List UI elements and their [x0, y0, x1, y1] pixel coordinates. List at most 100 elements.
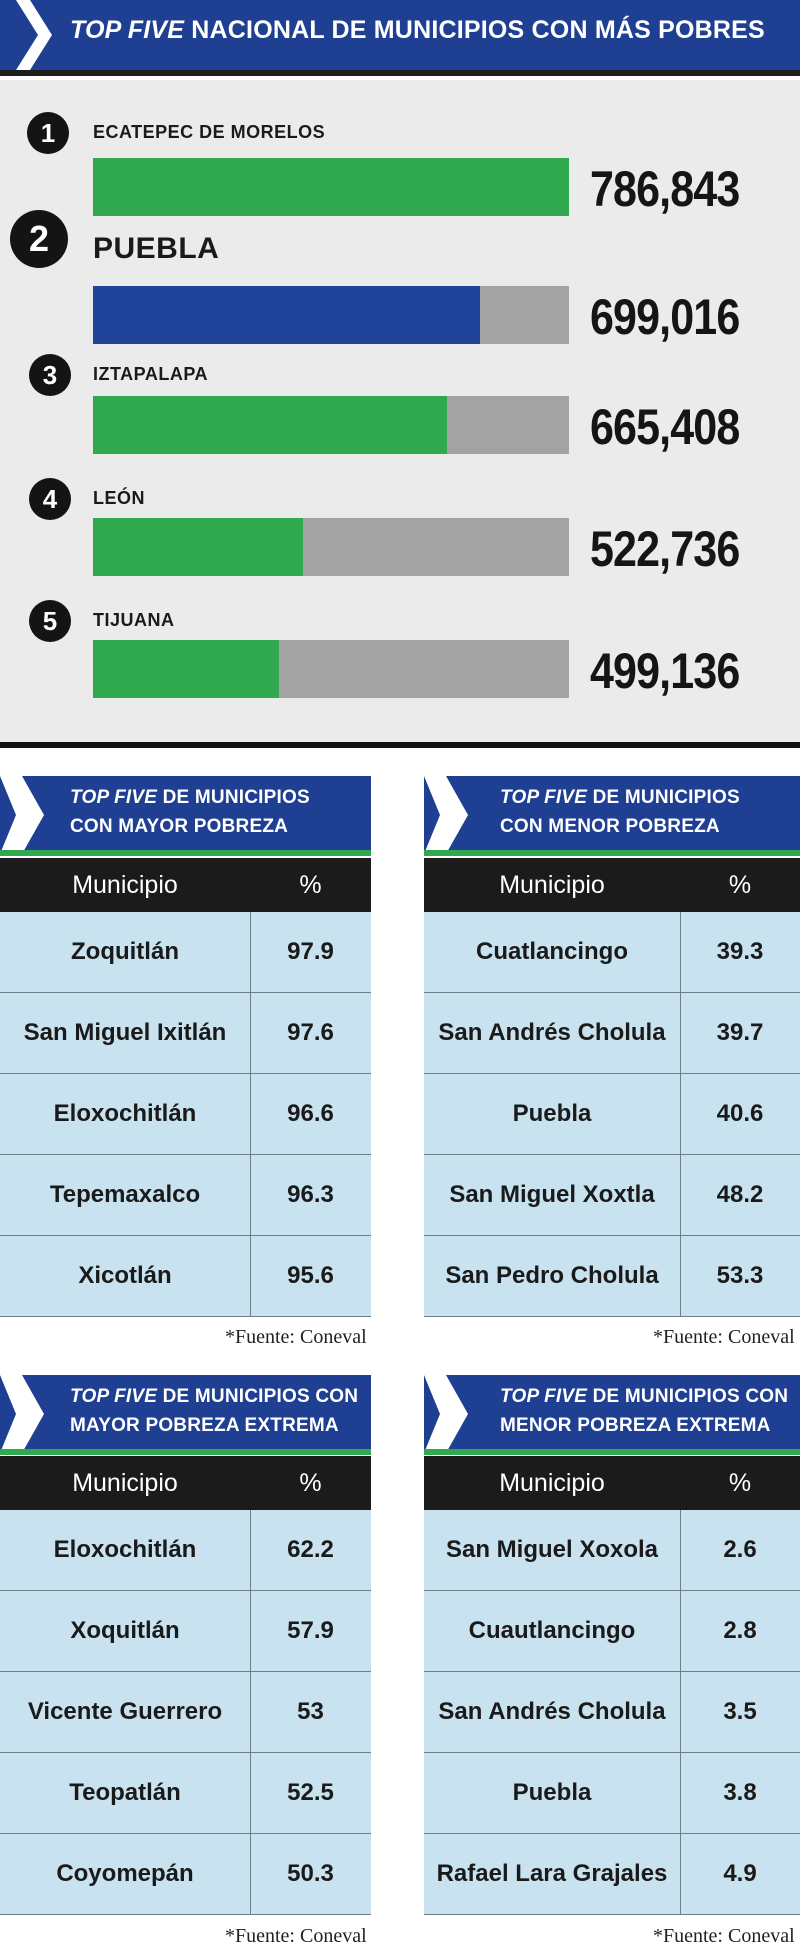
table-row: Cuatlancingo 39.3 [424, 912, 800, 993]
main-header-accent [0, 70, 800, 76]
main-header: TOP FIVE NACIONAL DE MUNICIPIOS CON MÁS … [0, 0, 800, 70]
mayor-title-rest: DE MUNICIPIOS [162, 787, 310, 808]
chevron-right-icon [0, 0, 52, 70]
column-divider [250, 993, 251, 1073]
column-header-percent: % [728, 1469, 752, 1497]
column-divider [250, 1834, 251, 1914]
municipality-name: TIJUANA [93, 610, 175, 630]
mayor-extrema-title-rest: DE MUNICIPIOS CON [162, 1386, 359, 1407]
cell-municipio: Xoquitlán [70, 1617, 180, 1644]
cell-percent: 96.3 [287, 1181, 334, 1208]
menor-title-line2: CON MENOR POBREZA [500, 816, 720, 837]
column-divider [680, 1672, 681, 1752]
cell-municipio: Tepemaxalco [49, 1181, 201, 1208]
source-note: *Fuente: Coneval [225, 1326, 367, 1348]
cell-municipio: Zoquitlán [71, 938, 179, 965]
bar-track [93, 518, 569, 576]
cell-municipio: San Miguel Xoxtla [449, 1181, 655, 1208]
mayor-extrema-header: TOP FIVE DE MUNICIPIOS CON MAYOR POBREZA… [0, 1375, 371, 1453]
bar-track [93, 158, 569, 216]
menor-header-accent [424, 850, 800, 856]
bar-track [93, 640, 569, 698]
cell-percent: 39.3 [716, 938, 764, 965]
municipality-name: PUEBLA [93, 232, 220, 265]
column-divider [250, 1753, 251, 1833]
mayor-pobreza-header: TOP FIVE DE MUNICIPIOS CON MAYOR POBREZA [0, 776, 371, 854]
cell-municipio: Puebla [512, 1779, 592, 1806]
menor-extrema-title-rest: DE MUNICIPIOS CON [592, 1386, 789, 1407]
table-row: Eloxochitlán 96.6 [0, 1074, 371, 1155]
menor-title-rest: DE MUNICIPIOS [592, 787, 740, 808]
source-note: *Fuente: Coneval [653, 1925, 795, 1947]
table-row: San Miguel Xoxola 2.6 [424, 1510, 800, 1591]
bar-fill [93, 640, 279, 698]
mayor-title-line2: CON MAYOR POBREZA [70, 816, 289, 837]
table-row: Vicente Guerrero 53 [0, 1672, 371, 1753]
table-row: Teopatlán 52.5 [0, 1753, 371, 1834]
cell-percent: 52.5 [287, 1779, 334, 1806]
cell-percent: 4.9 [723, 1860, 757, 1887]
cell-percent: 53 [297, 1698, 324, 1725]
menor-extrema-table: Municipio% San Miguel Xoxola 2.6 Cuautlanci… [424, 1456, 800, 1918]
table-row: Coyomepán 50.3 [0, 1834, 371, 1915]
cell-percent: 2.8 [723, 1617, 757, 1644]
cell-percent: 57.9 [287, 1617, 334, 1644]
bar-fill [93, 518, 303, 576]
national-ranking-panel: 1 ECATEPEC DE MORELOS 786,843 2 PUEBLA 6… [0, 80, 800, 748]
column-divider [250, 912, 251, 992]
table-row: Cuautlancingo 2.8 [424, 1591, 800, 1672]
column-divider [680, 1074, 681, 1154]
column-header-municipio: Municipio [72, 871, 178, 899]
table-row: Xicotlán 95.6 [0, 1236, 371, 1317]
cell-percent: 39.7 [716, 1019, 764, 1046]
mayor-header-accent [0, 850, 371, 856]
table-header: Municipio% [424, 1456, 800, 1510]
column-divider [250, 1155, 251, 1235]
bar-track [93, 286, 569, 344]
mayor-pobreza-table: Municipio% Zoquitlán 97.9 San Miguel Ixitlá… [0, 858, 371, 1320]
mayor-extrema-table: Municipio% Eloxochitlán 62.2 Xoquitlán 57.9 V… [0, 1456, 371, 1918]
mayor-title-line1: TOP FIVE DE MUNICIPIOS [70, 787, 310, 809]
column-divider [680, 1591, 681, 1671]
column-divider [680, 993, 681, 1073]
bar-value: 499,136 [590, 643, 740, 699]
menor-extrema-title-line2: MENOR POBREZA EXTREMA [500, 1415, 771, 1436]
mayor-title-emphasis: TOP FIVE [70, 787, 158, 808]
column-divider [680, 1155, 681, 1235]
cell-percent: 3.8 [723, 1779, 757, 1806]
bar-value: 522,736 [590, 521, 740, 577]
mayor-extrema-header-accent [0, 1449, 371, 1455]
table-row: Puebla 40.6 [424, 1074, 800, 1155]
rank-badge: 4 [29, 478, 71, 520]
cell-municipio: Rafael Lara Grajales [436, 1860, 668, 1887]
column-header-percent: % [728, 871, 752, 899]
cell-percent: 62.2 [287, 1536, 334, 1563]
column-divider [680, 1236, 681, 1316]
column-divider [680, 1510, 681, 1590]
menor-extrema-title-line1: TOP FIVE DE MUNICIPIOS CON [500, 1386, 788, 1408]
table-row: San Miguel Ixitlán 97.6 [0, 993, 371, 1074]
cell-percent: 3.5 [723, 1698, 757, 1725]
table-row: Xoquitlán 57.9 [0, 1591, 371, 1672]
table-row: Tepemaxalco 96.3 [0, 1155, 371, 1236]
cell-municipio: Xicotlán [78, 1262, 172, 1289]
cell-municipio: San Miguel Ixitlán [23, 1019, 227, 1046]
table-row: San Andrés Cholula 39.7 [424, 993, 800, 1074]
chevron-right-icon [0, 1375, 44, 1453]
cell-municipio: San Andrés Cholula [438, 1698, 666, 1725]
column-header-municipio: Municipio [499, 1469, 605, 1497]
cell-municipio: Puebla [512, 1100, 592, 1127]
cell-percent: 95.6 [287, 1262, 334, 1289]
main-title-emphasis: TOP FIVE [70, 16, 185, 44]
column-header-percent: % [299, 871, 322, 899]
rank-badge: 2 [10, 210, 68, 268]
table-row: Rafael Lara Grajales 4.9 [424, 1834, 800, 1915]
bar-track [93, 396, 569, 454]
column-divider [680, 912, 681, 992]
column-divider [680, 1753, 681, 1833]
cell-municipio: San Miguel Xoxola [445, 1536, 659, 1563]
cell-municipio: Eloxochitlán [53, 1100, 197, 1127]
bar-value: 786,843 [590, 161, 740, 217]
table-row: Eloxochitlán 62.2 [0, 1510, 371, 1591]
menor-extrema-header-accent [424, 1449, 800, 1455]
